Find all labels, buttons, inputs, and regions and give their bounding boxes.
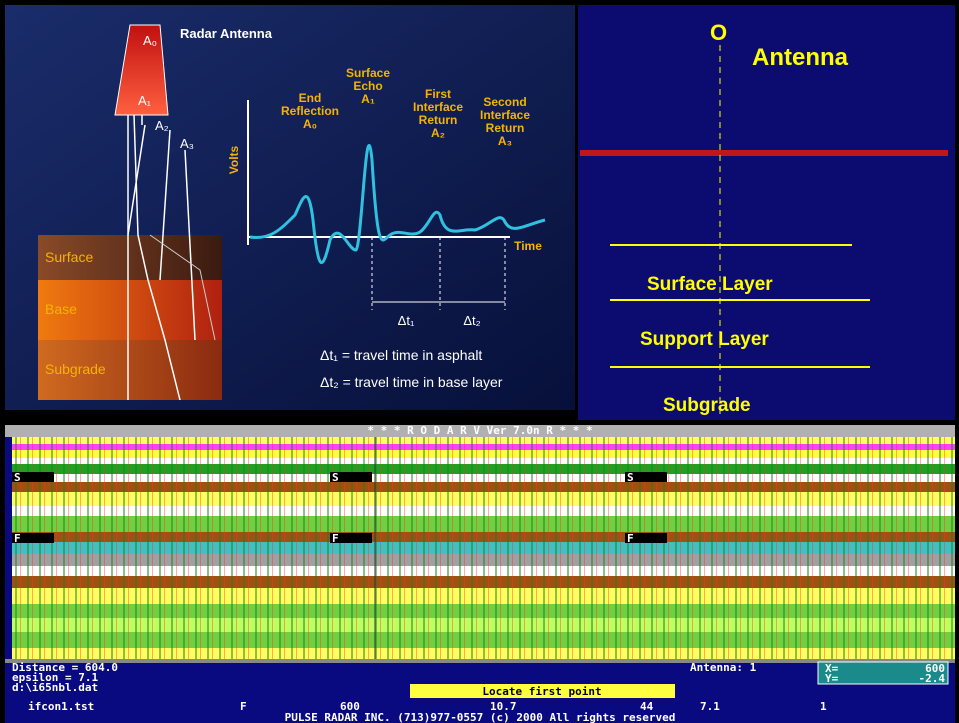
peak-label: Return [486, 121, 525, 135]
peak-label: A₃ [498, 134, 512, 148]
peak-label: First [425, 87, 451, 101]
footer-field: 1 [820, 700, 827, 713]
interval-label: Δt₁ [398, 313, 415, 328]
marker: F [14, 532, 21, 545]
label: A₃ [180, 136, 194, 151]
peak-label: Echo [353, 79, 382, 93]
layer-label: Subgrade [663, 395, 751, 416]
peak-label: Return [419, 113, 458, 127]
footer-field: ifcon1.tst [28, 700, 94, 713]
peak-label: Surface [346, 66, 390, 80]
page: A₀ A₁ A₂ A₃ Radar Antenna Surface Base S… [0, 0, 959, 723]
interval-label: Δt₂ [463, 313, 480, 328]
antenna: Antenna: 1 [690, 661, 757, 674]
peak-label: A₀ [303, 117, 317, 131]
peak-label: End [299, 91, 322, 105]
axis-label: Time [514, 239, 542, 253]
equation: Δt₂ = travel time in base layer [320, 374, 503, 390]
origin: O [710, 20, 727, 45]
label: A₂ [155, 118, 169, 133]
radargram [12, 437, 955, 659]
peak-label: A₁ [361, 92, 375, 106]
axis-label: Volts [227, 145, 241, 174]
peak-label: Reflection [281, 104, 339, 118]
marker: S [627, 471, 634, 484]
peak-label: Interface [480, 108, 530, 122]
marker: S [14, 471, 21, 484]
prompt: Locate first point [482, 685, 601, 698]
y-label: Y= [825, 672, 839, 685]
equation: Δt₁ = travel time in asphalt [320, 347, 482, 363]
peak-label: Second [483, 95, 526, 109]
layer-label: Support Layer [640, 329, 769, 350]
peak-label: A₂ [431, 126, 445, 140]
title: Radar Antenna [180, 26, 273, 41]
file: d:\i65nbl.dat [12, 681, 98, 694]
footer-field: 7.1 [700, 700, 720, 713]
marker: F [332, 532, 339, 545]
antenna-label: Antenna [752, 44, 849, 71]
y-value: -2.4 [919, 672, 946, 685]
footer-field: F [240, 700, 247, 713]
copyright: PULSE RADAR INC. (713)977-0557 (c) 2000 … [285, 711, 676, 723]
layer-label: Surface [45, 249, 93, 265]
layer-label: Subgrade [45, 361, 106, 377]
header: * * * R O D A R V Ver 7.0n R * * * [367, 424, 592, 437]
marker: S [332, 471, 339, 484]
layer-label: Base [45, 301, 77, 317]
label: A₀ [143, 33, 157, 48]
layer-label: Surface Layer [647, 274, 773, 295]
marker: F [627, 532, 634, 545]
peak-label: Interface [413, 100, 463, 114]
ruler [5, 659, 955, 663]
label: A₁ [138, 93, 152, 108]
